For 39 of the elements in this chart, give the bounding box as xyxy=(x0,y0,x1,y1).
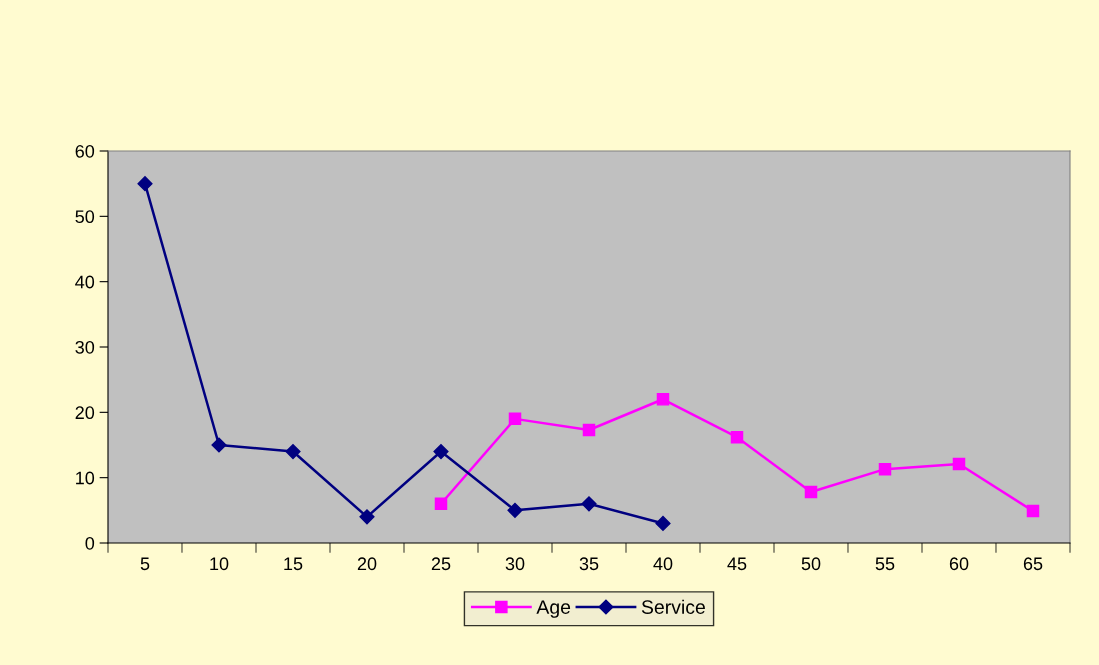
point xyxy=(433,443,449,460)
x-tick-label: 30 xyxy=(505,557,525,571)
y-tick-label: 30 xyxy=(75,340,95,354)
point xyxy=(582,423,596,437)
x-tick-label: 15 xyxy=(284,557,303,571)
point xyxy=(1026,504,1040,518)
point xyxy=(285,443,301,460)
y-tick-label: 10 xyxy=(76,471,95,485)
y-tick-label: 40 xyxy=(75,275,95,289)
y-tick-label: 60 xyxy=(75,144,95,158)
x-tick-label: 5 xyxy=(140,557,150,571)
x-tick-label: 25 xyxy=(431,557,451,571)
x-tick-label: 20 xyxy=(357,557,377,571)
point xyxy=(655,515,671,531)
legend-label: Service xyxy=(641,599,705,614)
point xyxy=(952,457,966,471)
x-tick-label: 50 xyxy=(801,557,821,571)
point xyxy=(507,502,523,518)
x-tick-label: 65 xyxy=(1023,557,1043,571)
y-tick-label: 20 xyxy=(75,406,95,420)
x-tick-label: 10 xyxy=(210,557,229,571)
point xyxy=(508,412,522,426)
point xyxy=(804,485,818,499)
point xyxy=(730,430,744,444)
point xyxy=(211,437,227,453)
y-tick-label: 0 xyxy=(85,536,95,550)
point xyxy=(656,393,670,406)
point xyxy=(434,497,448,511)
x-tick-label: 45 xyxy=(727,557,747,571)
x-tick-label: 60 xyxy=(949,557,969,571)
point xyxy=(359,509,375,525)
y-tick-label: 50 xyxy=(75,210,95,224)
x-tick-label: 55 xyxy=(875,557,895,571)
point xyxy=(581,496,597,512)
x-tick-label: 40 xyxy=(653,557,673,571)
x-tick-label: 35 xyxy=(579,557,599,571)
legend-label: Age xyxy=(536,600,571,618)
point xyxy=(878,462,892,476)
point xyxy=(137,176,153,192)
